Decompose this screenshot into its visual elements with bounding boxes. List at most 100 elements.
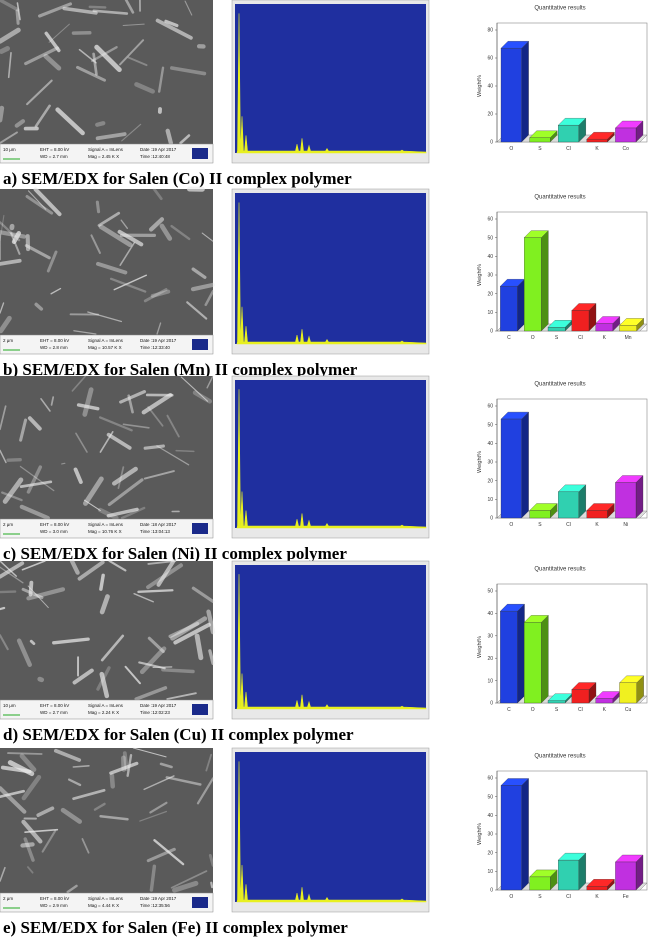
sem-texture bbox=[96, 261, 128, 275]
sem-texture bbox=[99, 814, 129, 821]
sem-texture bbox=[143, 470, 175, 480]
sem-texture bbox=[16, 638, 32, 667]
sem-mag: Mag = 4.44 K X bbox=[88, 903, 119, 908]
y-tick-label: 80 bbox=[487, 28, 493, 34]
sem-texture bbox=[206, 609, 216, 635]
sem-date: Date :19 Apr 2017 bbox=[140, 147, 177, 152]
x-tick-label: Co bbox=[622, 146, 629, 152]
sem-time: Time :13:04:13 bbox=[140, 529, 170, 534]
sem-texture bbox=[95, 121, 106, 127]
sem-texture bbox=[19, 418, 28, 442]
sem-texture bbox=[97, 507, 119, 521]
sem-texture bbox=[173, 622, 211, 645]
bar bbox=[529, 137, 551, 143]
sem-eht: EHT = 8.00 kV bbox=[40, 338, 69, 343]
sem-texture bbox=[29, 639, 36, 646]
sem-texture bbox=[159, 223, 173, 241]
x-tick-label: S bbox=[555, 335, 559, 341]
sem-texture bbox=[0, 221, 21, 242]
sem-texture bbox=[50, 396, 55, 406]
sem-texture bbox=[27, 866, 34, 874]
sem-texture bbox=[208, 853, 215, 867]
sem-texture bbox=[0, 789, 25, 799]
y-tick-label: 50 bbox=[487, 235, 493, 241]
sem-texture bbox=[0, 302, 5, 314]
x-tick-label: K bbox=[595, 146, 599, 152]
sem-texture bbox=[21, 560, 46, 571]
x-tick-label: Cu bbox=[625, 707, 632, 713]
sem-info-bar bbox=[0, 518, 214, 539]
bar bbox=[500, 286, 518, 332]
sem-texture bbox=[137, 589, 174, 593]
sem-texture bbox=[44, 31, 61, 53]
edx-spectrum bbox=[236, 389, 427, 529]
sem-texture bbox=[95, 200, 101, 214]
sem-texture bbox=[94, 44, 122, 73]
sem-mag: Mag = 10.57 K X bbox=[88, 345, 122, 350]
bar bbox=[571, 310, 590, 332]
sem-texture bbox=[1, 491, 23, 502]
edx-plot bbox=[235, 380, 426, 528]
sem-texture bbox=[26, 465, 43, 494]
sem-texture bbox=[75, 432, 88, 453]
sem-texture bbox=[7, 752, 43, 755]
sem-scale: 2 μm bbox=[3, 522, 13, 527]
y-tick-label: 20 bbox=[487, 112, 493, 118]
sem-texture bbox=[119, 390, 147, 404]
sem-date: Date :18 Apr 2017 bbox=[140, 522, 177, 527]
sem-texture bbox=[69, 558, 80, 575]
sem-texture bbox=[164, 19, 179, 28]
bar-side bbox=[635, 475, 644, 519]
sem-texture bbox=[127, 394, 134, 414]
sem-eht: EHT = 8.00 kV bbox=[40, 147, 69, 152]
sem-texture bbox=[148, 217, 165, 232]
sem-texture bbox=[0, 105, 5, 123]
x-tick-label: Cl bbox=[566, 522, 571, 528]
y-tick-label: 50 bbox=[487, 794, 493, 800]
sem-info-bar bbox=[0, 699, 214, 720]
sem-texture bbox=[98, 224, 133, 248]
bar bbox=[619, 325, 637, 332]
y-axis-label: Weight% bbox=[477, 264, 483, 286]
sem-texture bbox=[127, 56, 148, 67]
sem-texture bbox=[109, 277, 147, 293]
sem-signal: Signal A = InLens bbox=[88, 703, 124, 708]
sem-texture bbox=[121, 123, 142, 142]
y-tick-label: 0 bbox=[490, 888, 493, 894]
y-tick-label: 30 bbox=[487, 634, 493, 640]
sem-texture bbox=[156, 559, 176, 587]
edx-spectrum bbox=[236, 761, 427, 903]
sem-texture bbox=[194, 633, 204, 661]
sem-texture bbox=[149, 801, 168, 814]
sem-texture bbox=[150, 289, 171, 298]
sem-texture bbox=[119, 39, 145, 66]
sem-texture bbox=[24, 244, 51, 260]
x-tick-label: Cl bbox=[566, 894, 571, 900]
x-tick-label: Cl bbox=[578, 707, 583, 713]
sem-texture bbox=[120, 506, 146, 520]
y-tick-label: 0 bbox=[490, 516, 493, 522]
sem-texture bbox=[201, 232, 214, 242]
y-tick-label: 10 bbox=[487, 869, 493, 875]
sem-logo bbox=[192, 148, 208, 159]
y-tick-label: 40 bbox=[487, 254, 493, 260]
sem-texture bbox=[139, 646, 167, 675]
caption: a) SEM/EDX for Salen (Co) II complex pol… bbox=[3, 169, 352, 188]
y-tick-label: 30 bbox=[487, 273, 493, 279]
sem-texture bbox=[196, 777, 215, 805]
sem-texture bbox=[34, 104, 51, 128]
sem-texture bbox=[133, 592, 154, 603]
edx-plot bbox=[235, 193, 426, 344]
sem-texture bbox=[97, 211, 121, 227]
sem-texture bbox=[0, 866, 6, 882]
y-tick-label: 20 bbox=[487, 478, 493, 484]
sem-texture bbox=[92, 9, 129, 15]
bar bbox=[586, 886, 608, 891]
sem-wd: WD = 2.9 mm bbox=[40, 903, 68, 908]
x-tick-label: S bbox=[538, 522, 542, 528]
bar bbox=[558, 859, 579, 891]
sem-texture bbox=[190, 282, 216, 292]
bar bbox=[529, 510, 551, 519]
sem-texture bbox=[93, 802, 106, 811]
bar bbox=[615, 482, 637, 519]
